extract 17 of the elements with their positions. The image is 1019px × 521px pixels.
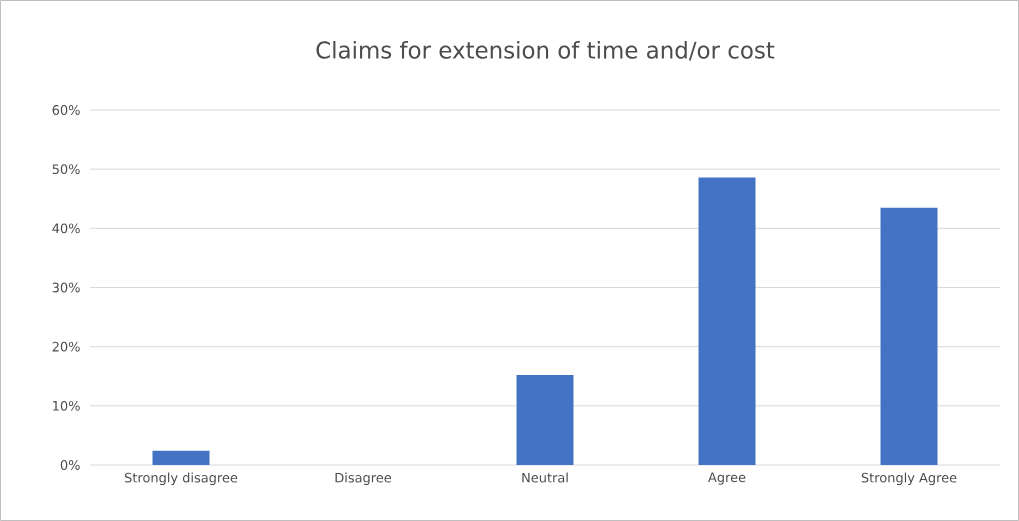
bar	[698, 177, 756, 465]
y-tick-label: 20%	[52, 341, 80, 352]
x-tick-label: Strongly Agree	[861, 472, 957, 486]
y-tick-label: 50%	[52, 164, 80, 175]
chart-title: Claims for extension of time and/or cost	[316, 40, 775, 61]
bar	[516, 375, 574, 465]
bar	[152, 450, 210, 465]
x-tick-label: Strongly disagree	[124, 472, 238, 486]
bar	[880, 207, 938, 465]
x-tick-label: Disagree	[335, 472, 392, 486]
y-tick-label: 30%	[52, 282, 80, 293]
y-tick-label: 60%	[52, 105, 80, 115]
y-tick-label: 0%	[60, 460, 80, 470]
x-tick-label: Neutral	[522, 472, 568, 483]
x-tick-label: Agree	[708, 472, 746, 485]
y-tick-label: 10%	[53, 400, 80, 411]
y-tick-label: 40%	[52, 223, 80, 234]
